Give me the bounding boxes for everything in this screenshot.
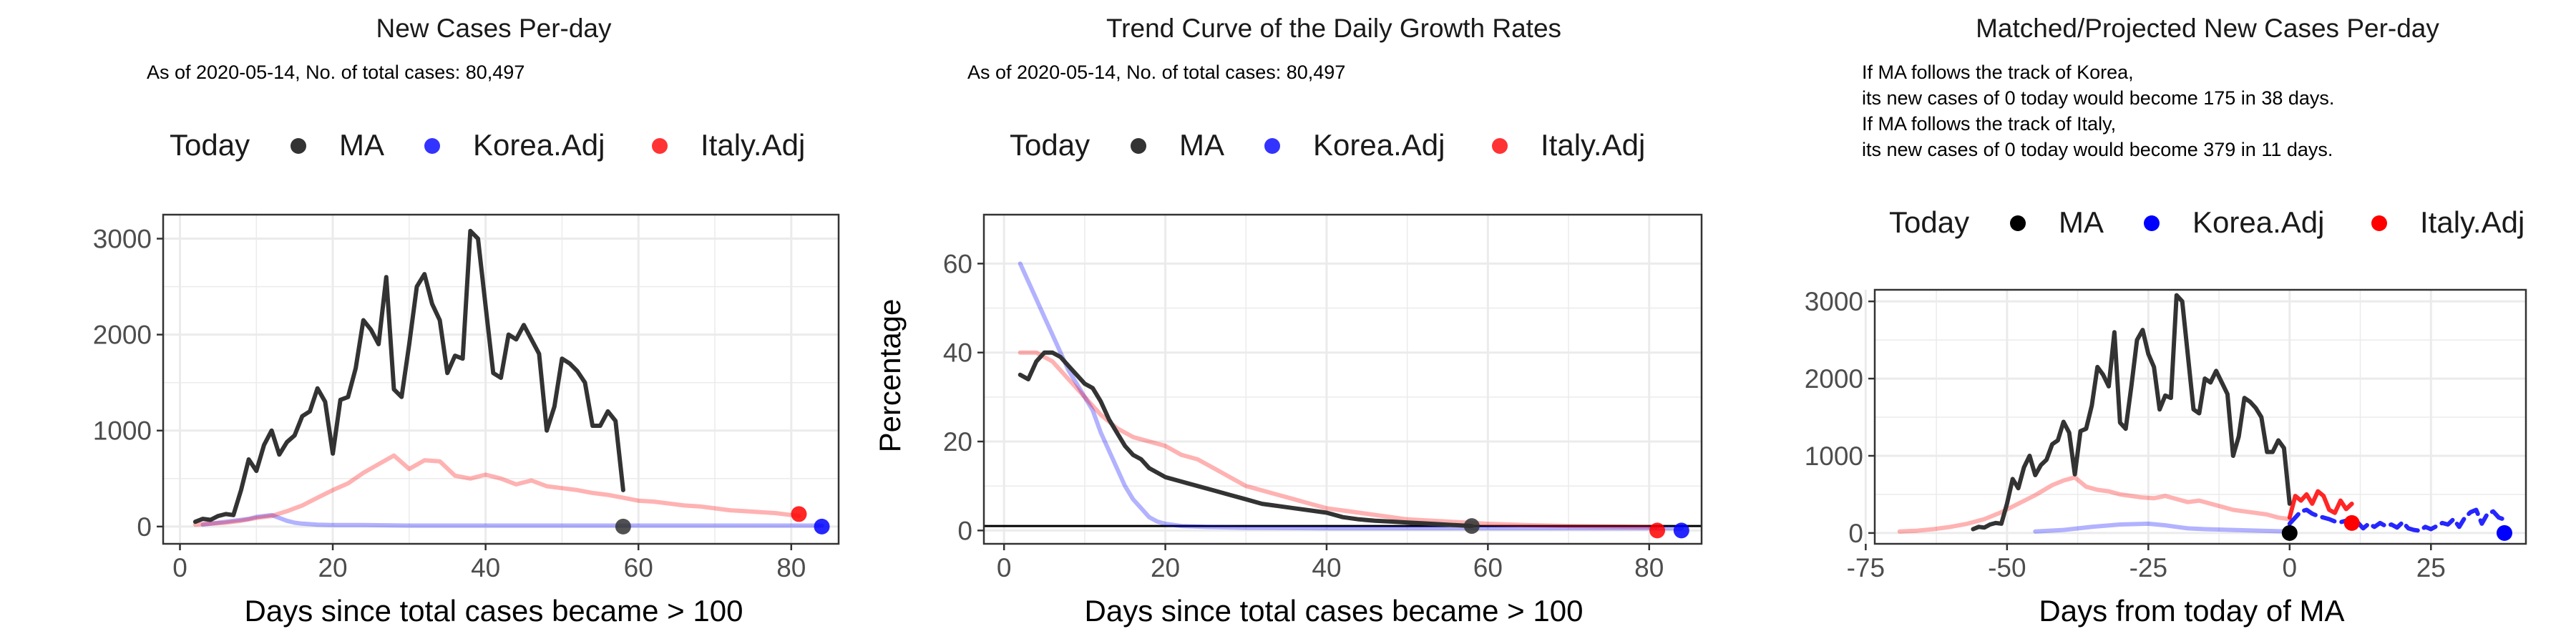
p1-series-ma-line <box>192 228 625 525</box>
plot-panels: 0 20 40 60 80 0 1000 2000 3000 0 20 40 60 80 0 20 40 60 -7… <box>93 213 2527 582</box>
p1-subtitle: As of 2020-05-14, No. of total cases: 80… <box>147 62 525 83</box>
p3-subtitle-4: its new cases of 0 today would become 37… <box>1862 139 2333 160</box>
p2-xtick-label: 60 <box>1473 553 1503 582</box>
p3-legend-ma-marker <box>2010 215 2026 231</box>
p2-xlabel: Days since total cases became > 100 <box>1085 594 1584 628</box>
p2-ytick-label: 60 <box>943 249 972 278</box>
p3-endpoint-korea-adj <box>2496 525 2512 541</box>
p3-ytick-label: 3000 <box>1805 287 1863 316</box>
p2-legend-ma: MA <box>1179 128 1224 162</box>
p2-ylabel: Percentage <box>873 299 907 453</box>
p3-xtick-label: 0 <box>2283 553 2298 582</box>
p2-legend-italy: Italy.Adj <box>1541 128 1645 162</box>
p3-legend-ma: MA <box>2059 205 2104 239</box>
p1-legend-korea-marker <box>424 138 440 154</box>
p3-legend-italy-marker <box>2371 215 2387 231</box>
p3-series-korea-adj-dashed <box>2287 507 2507 533</box>
p3-legend-italy: Italy.Adj <box>2420 205 2524 239</box>
p3-title: Matched/Projected New Cases Per-day <box>1976 14 2439 43</box>
p3-xtick-label: 25 <box>2416 553 2446 582</box>
p2-legend-korea-marker <box>1264 138 1280 154</box>
p1-legend-ma-marker <box>291 138 306 154</box>
p3-subtitle-1: If MA follows the track of Korea, <box>1862 62 2134 83</box>
p2-endpoint-ma <box>1463 518 1480 535</box>
p3-xtick-label: -75 <box>1847 553 1885 582</box>
p1-endpoint-italy-adj <box>791 506 807 522</box>
p2-series-italy-adj-faint <box>1018 350 1659 530</box>
p1-xtick-label: 80 <box>776 553 806 582</box>
p3-xtick-label: -25 <box>2129 553 2167 582</box>
p3-series-ma-line <box>1971 293 2292 532</box>
p1-title: New Cases Per-day <box>376 14 612 43</box>
p2-endpoint-italy-adj <box>1649 522 1666 539</box>
p2-legend-title: Today <box>1010 128 1090 162</box>
p2-xtick-label: 80 <box>1634 553 1664 582</box>
p1-series-korea-adj-faint <box>200 512 824 528</box>
p1-xtick-label: 60 <box>624 553 653 582</box>
p1-endpoint-ma <box>615 518 631 535</box>
p2-series-korea-adj-faint <box>1018 261 1684 531</box>
p3-subtitle-2: its new cases of 0 today would become 17… <box>1862 87 2334 109</box>
p2-ytick-label: 0 <box>957 516 972 545</box>
p2-legend-korea: Korea.Adj <box>1313 128 1445 162</box>
p3-series-italy-adj-faint <box>1897 475 2292 534</box>
p2-xtick-label: 20 <box>1151 553 1180 582</box>
p2-ytick-label: 20 <box>943 427 972 457</box>
p2-legend-ma-marker <box>1131 138 1146 154</box>
p3-xtick-label: -50 <box>1988 553 2026 582</box>
p2-xtick-label: 40 <box>1312 553 1341 582</box>
p3-legend: Today MA Korea.Adj Italy.Adj <box>1889 205 2524 239</box>
p2-legend: Today MA Korea.Adj Italy.Adj <box>1010 128 1645 162</box>
p3-ytick-label: 1000 <box>1805 441 1863 471</box>
p1-xtick-label: 20 <box>318 553 347 582</box>
p2-subtitle: As of 2020-05-14, No. of total cases: 80… <box>967 62 1345 83</box>
p1-legend-italy: Italy.Adj <box>701 128 805 162</box>
p3-series-korea-adj-faint <box>2033 521 2292 534</box>
p2-xtick-label: 0 <box>997 553 1012 582</box>
p1-ytick-label: 3000 <box>93 225 152 254</box>
p1-legend-korea: Korea.Adj <box>473 128 605 162</box>
p3-legend-korea: Korea.Adj <box>2192 205 2324 239</box>
p2-legend-italy-marker <box>1492 138 1508 154</box>
p3-endpoint-italy-adj <box>2343 514 2360 531</box>
p1-legend-title: Today <box>170 128 250 162</box>
p2-series-ma-line <box>1018 350 1474 529</box>
p1-ytick-label: 2000 <box>93 321 152 350</box>
p3-ytick-label: 2000 <box>1805 364 1863 394</box>
p1-xtick-label: 0 <box>172 553 187 582</box>
p1-legend: Today MA Korea.Adj Italy.Adj <box>170 128 805 162</box>
p3-legend-korea-marker <box>2144 215 2160 231</box>
p3-xlabel: Days from today of MA <box>2039 594 2344 628</box>
p1-legend-italy-marker <box>652 138 668 154</box>
p3-subtitle-3: If MA follows the track of Italy, <box>1862 113 2116 135</box>
p2-endpoint-korea-adj <box>1673 522 1689 539</box>
p3-ytick-label: 0 <box>1848 519 1863 548</box>
p1-ytick-label: 1000 <box>93 416 152 446</box>
p3-legend-title: Today <box>1889 205 1969 239</box>
p1-xtick-label: 40 <box>471 553 500 582</box>
p2-panel-border <box>982 213 1703 545</box>
p1-panel-border <box>162 213 840 545</box>
p1-endpoint-korea-adj <box>814 518 830 535</box>
p1-ytick-label: 0 <box>137 512 152 542</box>
p2-ytick-label: 40 <box>943 338 972 368</box>
p3-series-italy-adj-projection <box>2287 489 2354 520</box>
p3-endpoint-ma <box>2281 525 2298 541</box>
p2-title: Trend Curve of the Daily Growth Rates <box>1106 14 1561 43</box>
p1-series-italy-adj-faint <box>192 453 801 527</box>
p1-xlabel: Days since total cases became > 100 <box>245 594 743 628</box>
p1-legend-ma: MA <box>339 128 384 162</box>
p3-panel-border <box>1873 288 2527 545</box>
